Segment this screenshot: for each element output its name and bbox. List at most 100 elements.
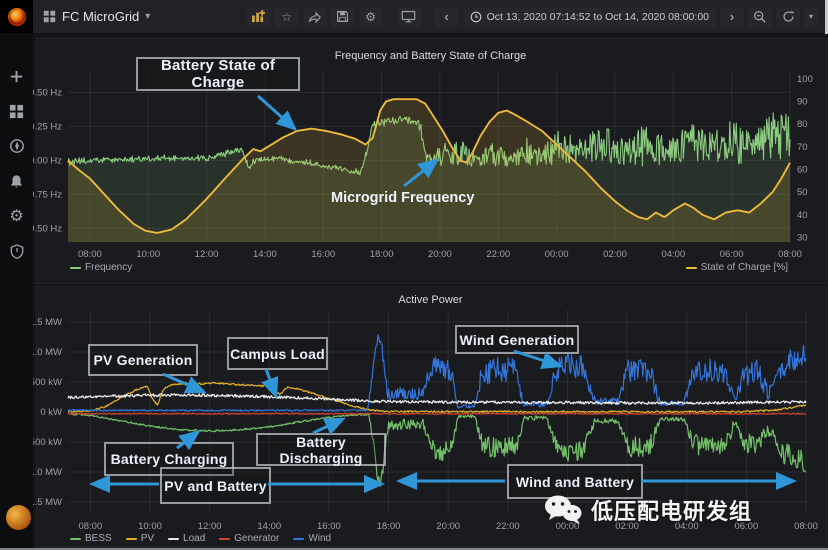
svg-text:60: 60 (797, 164, 808, 175)
plus-icon (10, 70, 23, 82)
svg-text:1.0 MW: 1.0 MW (33, 347, 62, 358)
svg-text:12:00: 12:00 (198, 521, 222, 532)
svg-text:14:00: 14:00 (253, 249, 277, 260)
panel2-legend: BESS PV Load Generator Wind (70, 533, 331, 544)
annotation-wind-and-battery: Wind and Battery (507, 464, 643, 499)
svg-text:06:00: 06:00 (734, 521, 758, 532)
refresh-button[interactable] (776, 6, 800, 27)
sidebar-item-alerting[interactable] (0, 164, 33, 198)
svg-text:10:00: 10:00 (138, 521, 162, 532)
save-button[interactable] (330, 6, 355, 27)
legend-generator[interactable]: Generator (219, 533, 279, 544)
svg-text:22:00: 22:00 (486, 249, 510, 260)
svg-text:60.50 Hz: 60.50 Hz (33, 87, 62, 98)
shield-icon (10, 243, 23, 259)
refresh-interval-button[interactable]: ▾ (804, 6, 818, 27)
annotation-pv-and-battery: PV and Battery (160, 467, 271, 504)
legend-wind[interactable]: Wind (293, 533, 331, 544)
grafana-logo[interactable] (0, 0, 33, 33)
legend-soc[interactable]: State of Charge [%] (685, 262, 788, 273)
caret-down-icon: ▾ (808, 12, 813, 21)
svg-text:-500 kW: -500 kW (33, 437, 62, 448)
tv-mode-button[interactable] (396, 6, 421, 27)
sidebar-item-create[interactable] (0, 59, 33, 93)
share-button[interactable] (302, 6, 327, 27)
zoom-out-icon (754, 10, 766, 23)
bell-icon (10, 174, 23, 187)
svg-text:20:00: 20:00 (428, 249, 452, 260)
watermark: 低压配电研发组 (543, 494, 752, 526)
window-bottom-edge (0, 548, 828, 550)
sidebar-item-admin[interactable] (0, 234, 33, 268)
dashboard-grid-icon (43, 10, 56, 23)
frequency-swatch (70, 266, 81, 269)
legend-pv[interactable]: PV (125, 533, 154, 544)
time-forward-button[interactable]: › (720, 6, 744, 27)
title-caret-icon[interactable]: ▾ (145, 11, 151, 22)
refresh-icon (782, 10, 794, 22)
svg-text:06:00: 06:00 (720, 249, 744, 260)
svg-text:18:00: 18:00 (370, 249, 394, 260)
zoom-out-button[interactable] (748, 6, 772, 27)
svg-text:20:00: 20:00 (436, 521, 460, 532)
star-button[interactable]: ☆ (274, 6, 299, 27)
svg-text:70: 70 (797, 142, 808, 153)
chevron-right-icon: › (729, 9, 735, 24)
legend-load[interactable]: Load (168, 533, 205, 544)
settings-button[interactable]: ⚙ (358, 6, 383, 27)
annotation-pv-generation: PV Generation (88, 344, 198, 376)
add-panel-button[interactable] (246, 6, 271, 27)
clock-icon (470, 11, 481, 22)
panel-active-power-title[interactable]: Active Power (398, 294, 463, 306)
save-icon (337, 11, 349, 22)
chevron-left-icon: ‹ (444, 9, 449, 24)
compass-icon (9, 139, 24, 153)
wechat-icon (545, 495, 582, 524)
dashboard-title-group[interactable]: FC MicroGrid ▾ (43, 9, 150, 24)
svg-text:12:00: 12:00 (195, 249, 219, 260)
dashboards-grid-icon (9, 104, 24, 118)
svg-text:08:00: 08:00 (778, 249, 802, 260)
page-title[interactable]: FC MicroGrid (62, 9, 140, 24)
legend-frequency[interactable]: Frequency (70, 262, 132, 273)
legend-bess[interactable]: BESS (70, 533, 112, 544)
gear-icon: ⚙ (9, 208, 24, 225)
sidebar-item-configuration[interactable]: ⚙ (0, 199, 33, 233)
sidebar-item-explore[interactable] (0, 129, 33, 163)
svg-text:08:00: 08:00 (78, 249, 102, 260)
time-back-button[interactable]: ‹ (434, 6, 459, 27)
annotation-wind-generation: Wind Generation (455, 325, 579, 354)
panel1-legend-left: Frequency (70, 262, 132, 273)
svg-text:50: 50 (797, 187, 808, 198)
svg-text:80: 80 (797, 119, 808, 130)
svg-text:08:00: 08:00 (78, 521, 102, 532)
svg-text:-1.0 MW: -1.0 MW (33, 467, 62, 478)
svg-text:1.5 MW: 1.5 MW (33, 317, 62, 328)
sidebar-item-dashboards[interactable] (0, 94, 33, 128)
topbar: FC MicroGrid ▾ ☆ ⚙ (33, 0, 828, 33)
svg-text:-1.5 MW: -1.5 MW (33, 497, 62, 508)
user-avatar[interactable] (6, 505, 31, 530)
pv-swatch (125, 537, 137, 540)
time-range-button[interactable]: Oct 13, 2020 07:14:52 to Oct 14, 2020 08… (462, 6, 716, 27)
soc-swatch (685, 266, 697, 269)
annotation-battery-charging: Battery Charging (104, 442, 234, 476)
grafana-flame-icon (7, 7, 26, 26)
panel-active-power (36, 286, 827, 548)
watermark-text: 低压配电研发组 (591, 499, 753, 524)
generator-swatch (219, 537, 231, 540)
svg-text:10:00: 10:00 (136, 249, 160, 260)
svg-text:100: 100 (797, 74, 813, 85)
annotation-battery-discharging: Battery Discharging (256, 433, 386, 466)
bess-swatch (70, 537, 81, 540)
sidebar: ⚙ (0, 33, 33, 550)
svg-text:59.75 Hz: 59.75 Hz (33, 189, 62, 200)
svg-text:04:00: 04:00 (661, 249, 685, 260)
svg-text:60.00 Hz: 60.00 Hz (33, 155, 62, 166)
monitor-icon (401, 10, 416, 23)
panel-frequency-soc-title[interactable]: Frequency and Battery State of Charge (334, 50, 527, 62)
scrollbar-sliver[interactable] (825, 0, 828, 34)
svg-text:08:00: 08:00 (794, 521, 818, 532)
share-icon (308, 10, 322, 23)
